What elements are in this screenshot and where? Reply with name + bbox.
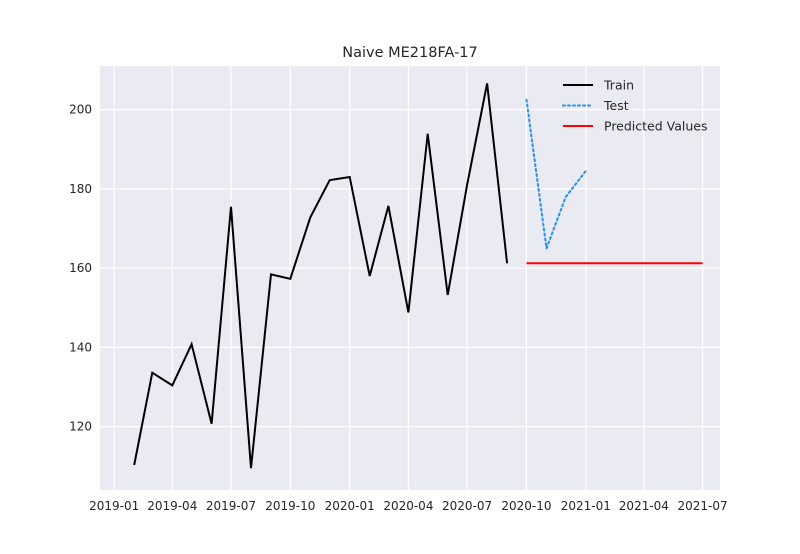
y-axis-ticks: 120 140 160 180 200 — [69, 103, 92, 434]
x-tick-label: 2019-07 — [206, 499, 256, 513]
x-tick-label: 2021-01 — [561, 499, 611, 513]
series-line-train — [133, 83, 509, 469]
y-tick-label: 160 — [69, 261, 92, 275]
series-group — [133, 83, 703, 469]
x-tick-label: 2020-01 — [325, 499, 375, 513]
grid-lines — [100, 66, 720, 490]
y-tick-label: 140 — [69, 340, 92, 354]
x-tick-label: 2020-10 — [501, 499, 551, 513]
legend-label: Predicted Values — [604, 119, 708, 134]
x-tick-label: 2019-04 — [147, 499, 197, 513]
legend-label: Test — [603, 98, 629, 113]
x-tick-label: 2020-04 — [383, 499, 433, 513]
x-tick-label: 2019-10 — [265, 499, 315, 513]
chart-title: Naive ME218FA-17 — [342, 45, 478, 61]
legend-label: Train — [603, 78, 634, 93]
x-tick-label: 2021-07 — [678, 499, 728, 513]
y-tick-label: 120 — [69, 420, 92, 434]
plot-background — [100, 66, 720, 490]
x-axis-ticks: 2019-01 2019-04 2019-07 2019-10 2020-01 2020-… — [89, 499, 728, 513]
x-tick-label: 2020-07 — [442, 499, 492, 513]
x-tick-label: 2021-04 — [619, 499, 669, 513]
y-tick-label: 200 — [69, 103, 92, 117]
x-tick-label: 2019-01 — [89, 499, 139, 513]
y-tick-label: 180 — [69, 182, 92, 196]
legend: Train Test Predicted Values — [562, 78, 708, 134]
series-line-test — [525, 98, 587, 249]
